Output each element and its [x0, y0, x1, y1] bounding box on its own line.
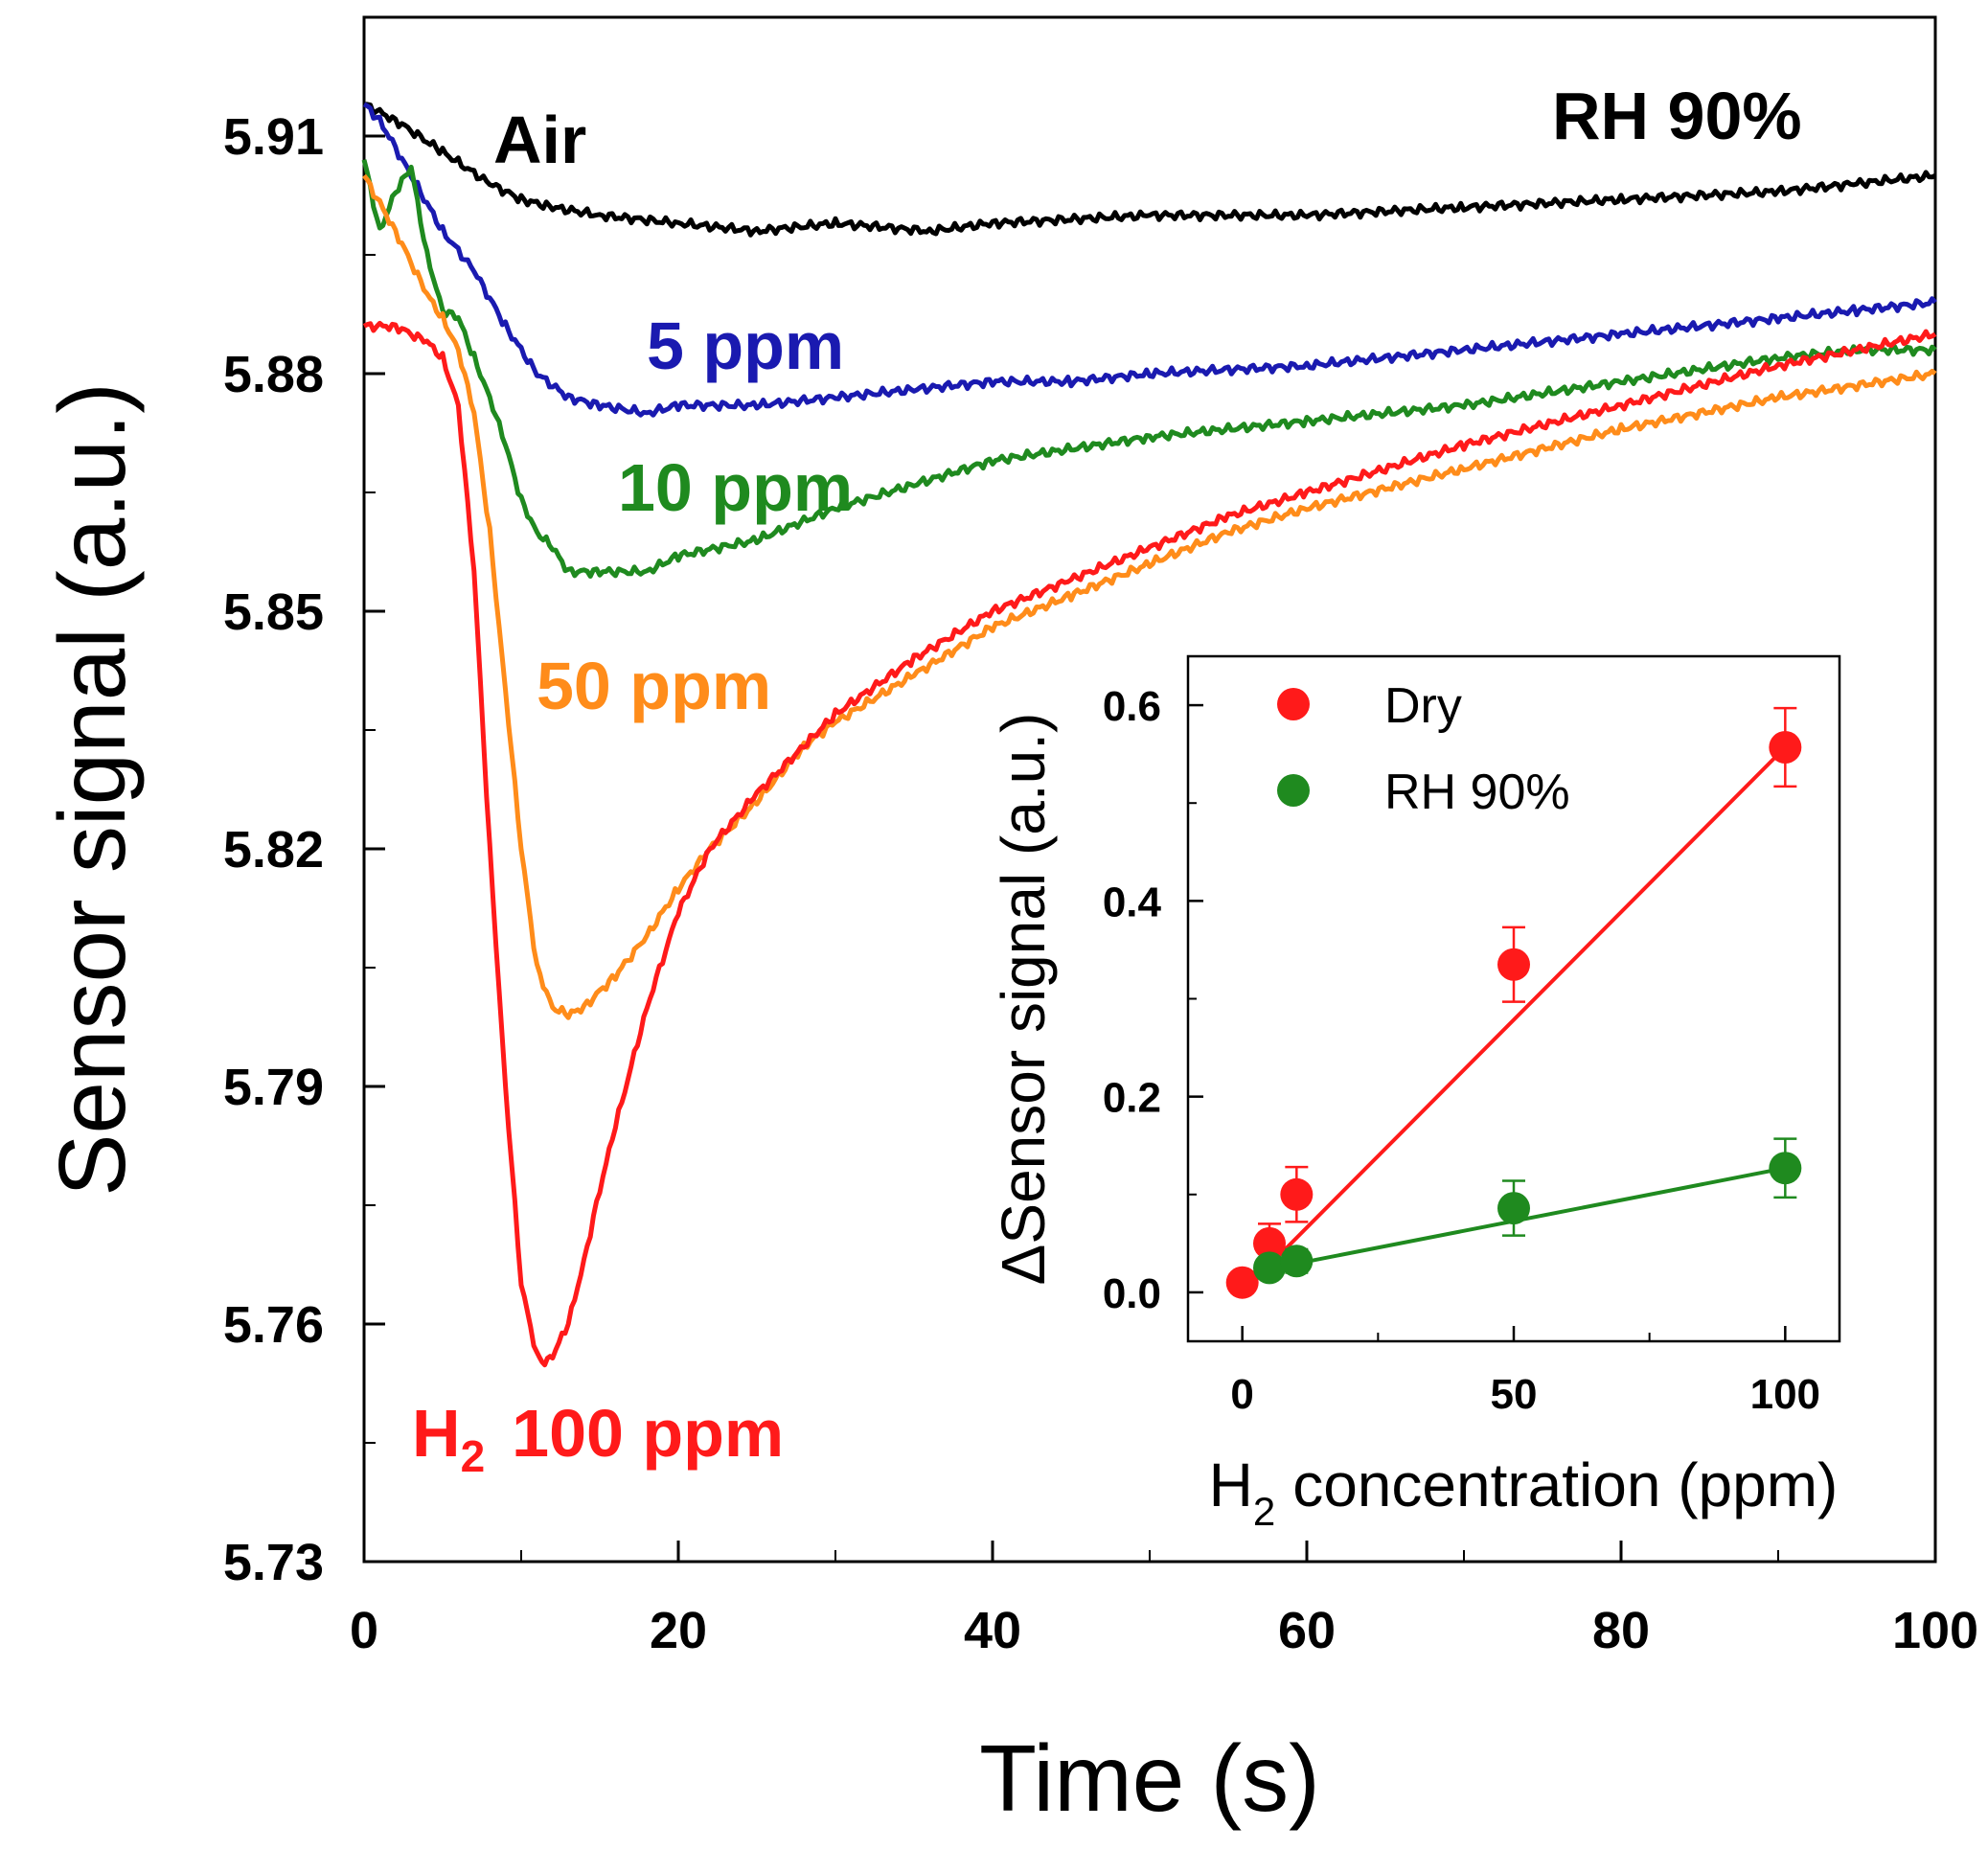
inset-fit-line-rh90: [1268, 1166, 1786, 1271]
inset-point-rh90: [1280, 1245, 1314, 1278]
legend-label-rh90: RH 90%: [1384, 765, 1570, 820]
x-tick-label: 20: [650, 1602, 707, 1659]
x-axis-title: Time (s): [979, 1725, 1320, 1831]
inset-point-dry: [1497, 948, 1530, 981]
inset-y-tick-label: 0.4: [1103, 879, 1162, 925]
y-tick-label: 5.76: [223, 1296, 324, 1354]
inset-y-tick-label: 0.6: [1103, 683, 1161, 730]
x-tick-label: 100: [1892, 1602, 1978, 1659]
series-label-h2-100ppm: H2 100 ppm: [412, 1396, 784, 1481]
inset-point-dry: [1280, 1177, 1314, 1211]
y-tick-label: 5.73: [223, 1534, 324, 1591]
h2-symbol: H: [412, 1396, 461, 1471]
x-tick-label: 80: [1592, 1602, 1650, 1659]
inset-y-tick-label: 0.2: [1103, 1075, 1161, 1122]
inset-y-axis-title: ΔSensor signal (a.u.): [989, 713, 1058, 1286]
inset-axis-ticks: 0 50 100 0.0 0.2 0.4 0.6: [1103, 683, 1820, 1418]
inset-h-subscript: 2: [1253, 1489, 1275, 1534]
legend-marker-rh90: [1277, 774, 1310, 807]
inset-series-group: [1225, 706, 1802, 1299]
series-line-5-ppm: [362, 102, 1937, 418]
legend-label-dry: Dry: [1384, 678, 1462, 734]
main-plot: 0 20 40 60 80 1005.735.765.795.825.855.885.91…: [39, 15, 1978, 1831]
inset-point-dry: [1225, 1266, 1259, 1299]
x-tick-label: 0: [350, 1602, 378, 1659]
series-label-50ppm: 50 ppm: [537, 649, 771, 723]
y-tick-label: 5.82: [223, 821, 324, 879]
inset-y-tick-label: 0.0: [1103, 1270, 1161, 1317]
inset-x-tick-label: 0: [1230, 1371, 1253, 1418]
inset-legend: Dry RH 90%: [1277, 678, 1570, 820]
x-tick-label: 40: [964, 1602, 1021, 1659]
y-axis-title: Sensor signal (a.u.): [39, 382, 145, 1197]
y-tick-label: 5.85: [223, 583, 324, 641]
inset-plot: 0 50 100 0.0 0.2 0.4 0.6 Dry RH 90% H2 concentra…: [989, 654, 1841, 1534]
series-line-air: [364, 102, 1937, 238]
series-label-10ppm: 10 ppm: [618, 450, 853, 525]
inset-point-rh90: [1497, 1192, 1530, 1225]
inset-fit-line-dry: [1241, 745, 1787, 1294]
inset-point-rh90: [1769, 1152, 1802, 1185]
inset-point-dry: [1769, 730, 1802, 764]
inset-x-axis-title: H2 concentration (ppm): [1209, 1450, 1839, 1534]
series-line-100-ppm: [362, 320, 1937, 1368]
h2-subscript: 2: [461, 1431, 486, 1481]
series-label-air: Air: [493, 103, 586, 177]
inset-x-tick-label: 50: [1491, 1371, 1538, 1418]
h2-rest: 100 ppm: [512, 1396, 784, 1471]
y-tick-label: 5.88: [223, 346, 324, 403]
inset-x-tick-label: 100: [1750, 1371, 1820, 1418]
inset-point-dry: [1253, 1226, 1286, 1260]
x-tick-label: 60: [1278, 1602, 1336, 1659]
series-line-50-ppm: [362, 173, 1937, 1020]
inset-point-rh90: [1253, 1251, 1286, 1285]
inset-h-symbol: H: [1209, 1450, 1253, 1519]
y-tick-label: 5.79: [223, 1059, 324, 1116]
y-tick-label: 5.91: [223, 108, 324, 166]
series-line-10-ppm: [361, 159, 1937, 579]
legend-marker-dry: [1277, 688, 1310, 720]
annotation-rh90: RH 90%: [1552, 79, 1802, 153]
inset-xlabel-rest: concentration (ppm): [1292, 1450, 1838, 1519]
series-label-5ppm: 5 ppm: [647, 308, 844, 383]
main-series-group: [361, 102, 1937, 1368]
